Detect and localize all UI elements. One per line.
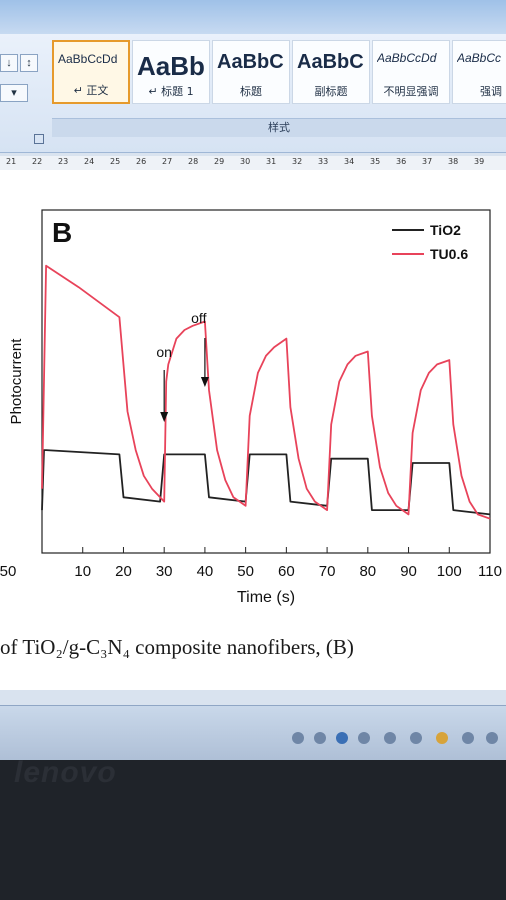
x-axis-label: Time (s) xyxy=(237,589,295,606)
style-preview: AaBbC xyxy=(297,51,364,73)
x-tick-label: 10 xyxy=(74,563,91,580)
style-tile[interactable]: AaBbCc 强调 xyxy=(452,40,506,104)
style-tile[interactable]: AaBb ↵ 标题 1 xyxy=(132,40,210,104)
screen: ↓ ↕ ▾ AaBbCcDd ↵ 正文 AaBb ↵ 标题 1 AaBbC 标题 AaBbC… xyxy=(0,0,506,760)
style-name: 不明显强调 xyxy=(383,85,439,98)
ruler-number: 25 xyxy=(110,157,121,166)
ruler-number: 33 xyxy=(318,157,329,166)
ruler-number: 29 xyxy=(214,157,225,166)
on-arrowhead xyxy=(160,412,169,422)
horizontal-ruler[interactable]: 21 22 23 24 25 26 27 28 29 30 31 32 33 34 35 36 37 38 39 xyxy=(0,156,506,171)
style-name: 标题 xyxy=(240,85,262,98)
title-bar xyxy=(0,0,506,34)
styles-group-label: 样式 xyxy=(52,118,506,137)
style-tile[interactable]: AaBbCcDd ↵ 正文 xyxy=(52,40,130,104)
style-name: 副标题 xyxy=(314,85,348,98)
dialog-launcher-icon[interactable] xyxy=(34,134,44,144)
x-tick-label: 80 xyxy=(359,563,376,580)
x-tick-label: 70 xyxy=(319,563,336,580)
ruler-number: 30 xyxy=(240,157,251,166)
series-line-1 xyxy=(41,264,491,520)
style-tile[interactable]: AaBbC 标题 xyxy=(212,40,290,104)
legend-label: TiO2 xyxy=(430,222,461,238)
x-tick-label: 50 xyxy=(237,563,254,580)
style-name: ↵ 标题 1 xyxy=(148,85,194,98)
ruler-number: 22 xyxy=(32,157,43,166)
figure-caption: of TiO₂/g-C₃N₄ composite nanofibers, (B) xyxy=(0,635,354,659)
x-tick-label: 100 xyxy=(437,563,462,580)
style-name: ↵ 正文 xyxy=(73,84,109,97)
ruler-number: 21 xyxy=(6,157,17,166)
style-preview: AaBbCcDd xyxy=(58,52,118,66)
laptop-brand-logo: lenovo xyxy=(14,756,117,789)
status-bar xyxy=(0,705,506,760)
styles-gallery: AaBbCcDd ↵ 正文 AaBb ↵ 标题 1 AaBbC 标题 AaBbC 副标题 AaB… xyxy=(52,40,506,106)
style-preview: AaBb xyxy=(137,51,205,81)
x-tick-label: 110 xyxy=(478,563,502,580)
view-icon[interactable] xyxy=(314,732,326,744)
series-line-0 xyxy=(41,449,491,516)
ruler-number: 24 xyxy=(84,157,95,166)
on-annotation: on xyxy=(156,344,172,360)
help-icon[interactable] xyxy=(336,732,348,744)
ruler-number: 39 xyxy=(474,157,485,166)
plot-frame xyxy=(41,209,491,554)
x-tick-label: 90 xyxy=(400,563,417,580)
ruler-number: 36 xyxy=(396,157,407,166)
style-preview: AaBbCc xyxy=(457,51,502,65)
ruler-number: 27 xyxy=(162,157,173,166)
x-tick-label: 20 xyxy=(115,563,132,580)
x-tick-label: 60 xyxy=(278,563,295,580)
ruler-number: 34 xyxy=(344,157,355,166)
tray-icon[interactable] xyxy=(486,732,498,744)
x-tick-label-clipped: 50 xyxy=(0,563,16,580)
tray-icon[interactable] xyxy=(436,732,448,744)
y-axis-label: Photocurrent xyxy=(8,338,25,425)
ribbon-left-tools: ↓ ↕ ▾ xyxy=(0,54,48,144)
x-tick-label: 40 xyxy=(197,563,214,580)
ruler-number: 35 xyxy=(370,157,381,166)
ruler-number: 26 xyxy=(136,157,147,166)
ruler-number: 32 xyxy=(292,157,303,166)
ruler-number: 38 xyxy=(448,157,459,166)
off-arrowhead xyxy=(200,377,209,387)
tray-icon[interactable] xyxy=(384,732,396,744)
ribbon: ↓ ↕ ▾ AaBbCcDd ↵ 正文 AaBb ↵ 标题 1 AaBbC 标题 AaBbC… xyxy=(0,34,506,153)
panel-label: B xyxy=(52,217,72,248)
ruler-number: 31 xyxy=(266,157,277,166)
off-annotation: off xyxy=(191,310,206,326)
settings-icon[interactable] xyxy=(358,732,370,744)
x-tick-label: 30 xyxy=(156,563,173,580)
ruler-number: 23 xyxy=(58,157,69,166)
style-preview: AaBbCcDd xyxy=(377,51,437,65)
style-tile[interactable]: AaBbCcDd 不明显强调 xyxy=(372,40,450,104)
arrow-down-icon[interactable]: ↓ xyxy=(0,54,18,72)
ruler-number: 37 xyxy=(422,157,433,166)
document-page[interactable]: 10 20 30 40 50 60 70 80 90 100 110 50 Time (s) Photoc… xyxy=(0,170,506,690)
photocurrent-figure: 10 20 30 40 50 60 70 80 90 100 110 50 Time (s) Photoc… xyxy=(0,209,502,606)
style-name: 强调 xyxy=(480,85,502,98)
view-icon[interactable] xyxy=(292,732,304,744)
borders-dropdown-icon[interactable]: ▾ xyxy=(0,84,28,102)
style-tile[interactable]: AaBbC 副标题 xyxy=(292,40,370,104)
tray-icon[interactable] xyxy=(410,732,422,744)
sort-icon[interactable]: ↕ xyxy=(20,54,38,72)
legend-label: TU0.6 xyxy=(430,246,468,262)
style-preview: AaBbC xyxy=(217,51,284,73)
ruler-number: 28 xyxy=(188,157,199,166)
tray-icon[interactable] xyxy=(462,732,474,744)
